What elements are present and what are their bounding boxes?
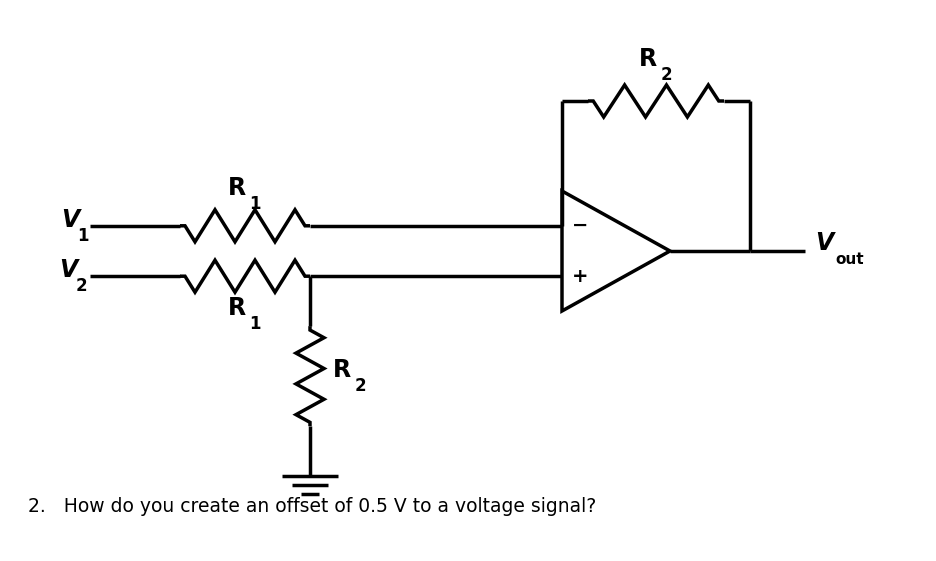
Text: 1: 1 <box>249 195 260 213</box>
Text: out: out <box>834 251 863 266</box>
Text: R: R <box>227 176 246 200</box>
Text: +: + <box>571 266 588 286</box>
Text: 2: 2 <box>75 277 87 295</box>
Text: 2: 2 <box>660 66 671 84</box>
Text: V: V <box>814 231 832 255</box>
Text: V: V <box>61 208 79 232</box>
Text: −: − <box>571 217 588 235</box>
Text: V: V <box>59 258 77 282</box>
Text: R: R <box>332 358 351 382</box>
Text: 1: 1 <box>249 315 260 333</box>
Text: R: R <box>227 296 246 320</box>
Text: 2: 2 <box>354 377 365 395</box>
Text: R: R <box>638 47 656 71</box>
Text: 1: 1 <box>77 227 89 245</box>
Text: 2.   How do you create an offset of 0.5 V to a voltage signal?: 2. How do you create an offset of 0.5 V … <box>28 496 595 516</box>
